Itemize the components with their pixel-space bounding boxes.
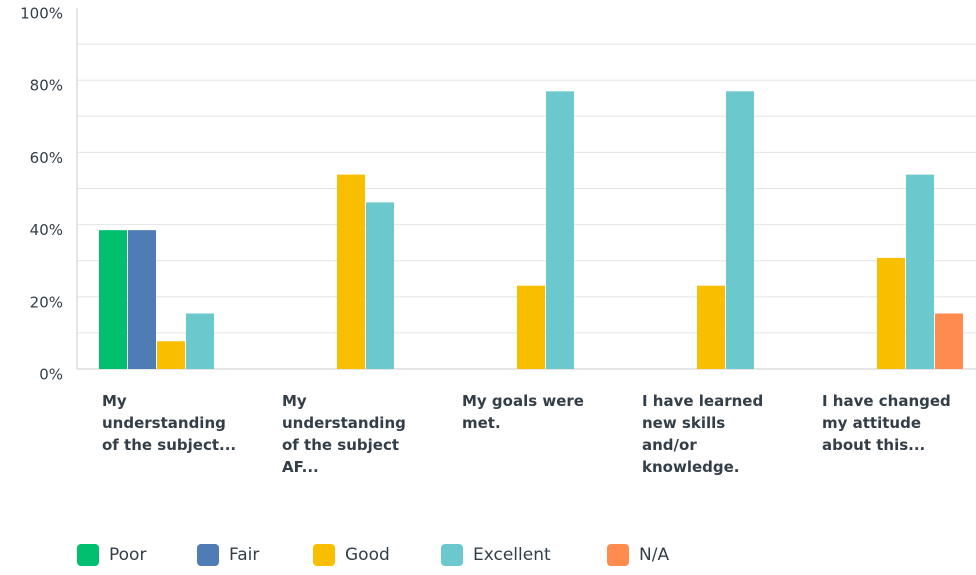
x-tick-label: I have changed my attitude about this... (822, 392, 951, 454)
y-tick-label: 80% (30, 77, 63, 95)
bar (157, 341, 185, 369)
legend-item: Fair (197, 544, 313, 566)
y-tick-label: 40% (30, 221, 63, 239)
bar (99, 230, 127, 369)
x-tick-label: My understanding of the subject AF... (282, 392, 406, 476)
legend-swatch (313, 544, 335, 566)
bar (186, 313, 214, 369)
legend-label: Good (345, 545, 390, 565)
x-tick-label: My goals were met. (462, 392, 584, 432)
bar (337, 174, 365, 369)
bar (546, 91, 574, 370)
bar (726, 91, 754, 370)
bar (366, 202, 394, 369)
legend-item: Excellent (441, 544, 607, 566)
bar (877, 257, 905, 369)
bar (128, 230, 156, 369)
legend-label: N/A (639, 545, 670, 565)
legend-swatch (77, 544, 99, 566)
bar (697, 285, 725, 369)
y-tick-label: 20% (30, 293, 63, 311)
legend-label: Poor (109, 545, 147, 565)
legend-item: Poor (77, 544, 197, 566)
bar (906, 174, 934, 369)
legend-swatch (441, 544, 463, 566)
legend-label: Excellent (473, 545, 551, 565)
y-tick-label: 60% (30, 149, 63, 167)
bar (935, 313, 963, 369)
legend-swatch (197, 544, 219, 566)
bar (517, 285, 545, 369)
legend: Poor Fair Good Excellent N/A (77, 544, 687, 566)
y-tick-label: 0% (39, 366, 63, 384)
legend-swatch (607, 544, 629, 566)
legend-label: Fair (229, 545, 260, 565)
y-tick-label: 100% (20, 5, 63, 23)
x-tick-label: My understanding of the subject... (102, 392, 237, 454)
x-tick-label: I have learned new skills and/or knowled… (642, 392, 764, 476)
legend-item: Good (313, 544, 441, 566)
legend-item: N/A (607, 544, 687, 566)
